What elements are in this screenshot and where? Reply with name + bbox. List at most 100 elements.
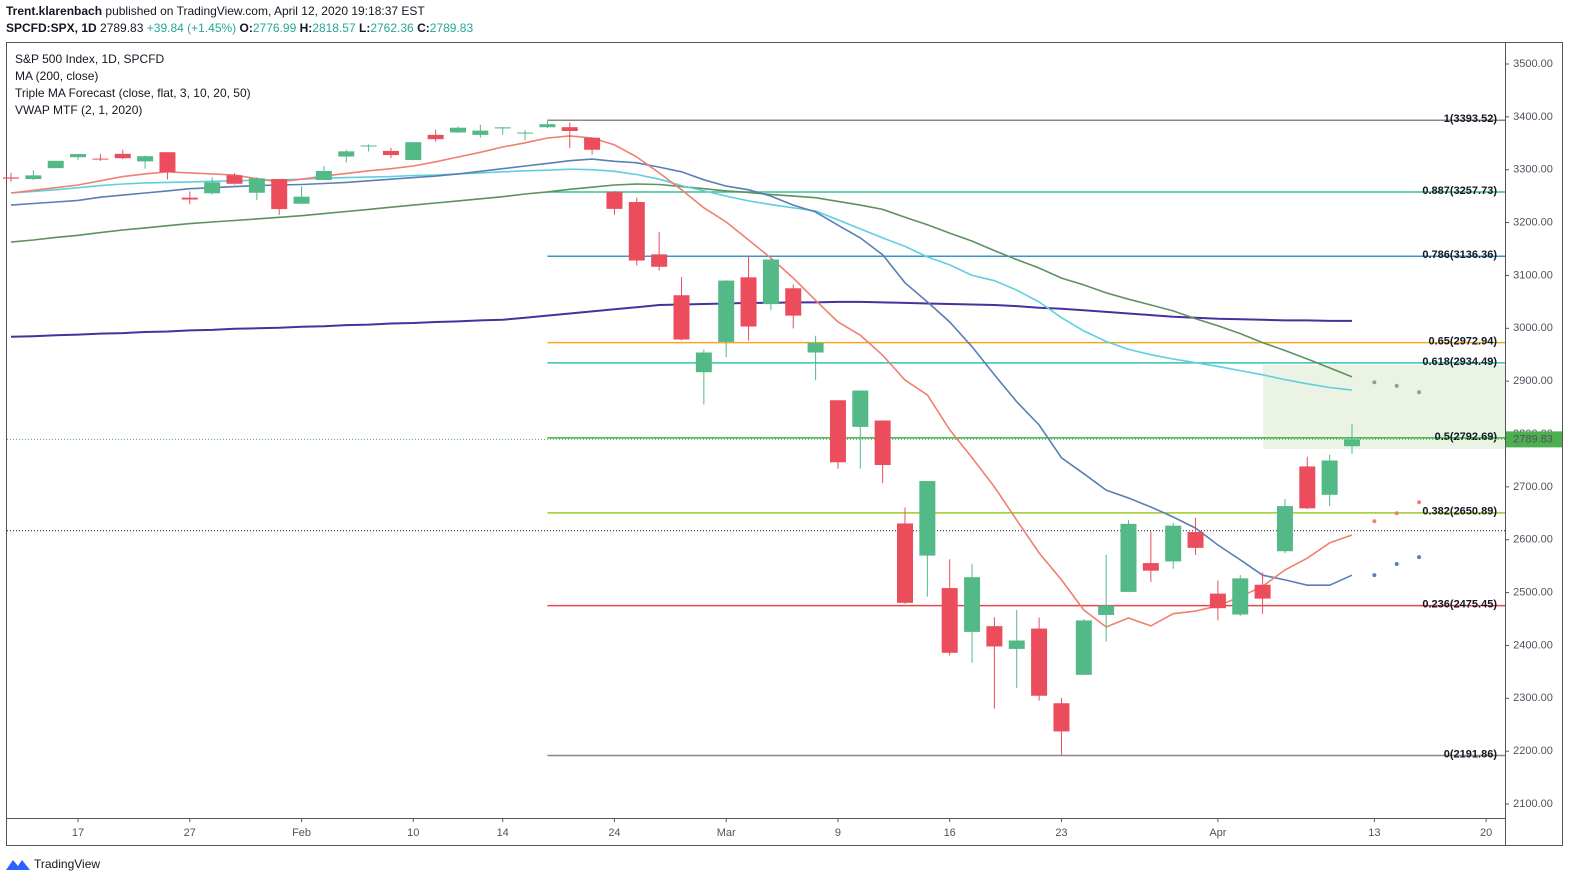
y-tick-label: 2700.00 (1513, 481, 1553, 493)
candle-body (181, 197, 198, 200)
fib-label: 0.887(3257.73) (1422, 185, 1497, 197)
forecast-dot (1394, 562, 1399, 567)
h-value: 2818.57 (312, 21, 356, 35)
fib-label: 0.5(2792.69) (1435, 431, 1498, 443)
y-tick-label: 3000.00 (1513, 322, 1553, 334)
candle-body (897, 523, 913, 603)
y-tick-label: 3400.00 (1513, 111, 1553, 123)
candle-body (807, 342, 824, 353)
header-line-1: Trent.klarenbach published on TradingVie… (6, 4, 425, 18)
x-tick-label: 14 (497, 827, 509, 839)
legend-entry: MA (200, close) (15, 69, 98, 83)
candle-body (248, 178, 265, 193)
x-tick-label: 24 (608, 827, 620, 839)
forecast-dot (1372, 380, 1377, 385)
indicator-line (10, 183, 1353, 378)
x-tick-label: 10 (407, 827, 419, 839)
legend-entry: VWAP MTF (2, 1, 2020) (15, 103, 142, 117)
candle-body (472, 130, 489, 135)
candle-body (740, 277, 757, 327)
x-tick-label: 20 (1480, 827, 1492, 839)
candle-body (92, 158, 109, 160)
forecast-dot (1372, 519, 1377, 524)
candle-body (1321, 460, 1338, 495)
y-tick-label: 2500.00 (1513, 587, 1553, 599)
logo-icon (6, 860, 30, 870)
candle-body (874, 420, 891, 466)
candle-body (338, 151, 355, 157)
candle-body (852, 390, 869, 427)
candle-body (628, 201, 645, 261)
fib-label: 1(3393.52) (1444, 113, 1498, 125)
l-label: L: (359, 21, 370, 35)
o-value: 2776.99 (253, 21, 297, 35)
y-tick-label: 3100.00 (1513, 269, 1553, 281)
candle-body (360, 145, 377, 147)
candle-body (964, 577, 981, 632)
y-tick-label: 2200.00 (1513, 745, 1553, 757)
x-tick-label: 9 (835, 827, 841, 839)
y-tick-label: 2100.00 (1513, 798, 1553, 810)
y-tick-label: 2300.00 (1513, 692, 1553, 704)
forecast-dot (1417, 500, 1422, 505)
candle-body (1232, 578, 1249, 615)
candle-body (829, 400, 846, 463)
candle-body (1098, 605, 1115, 615)
fib-label: 0.65(2972.94) (1429, 336, 1498, 348)
candle-body (137, 156, 154, 162)
candle-body (986, 626, 1003, 647)
last-price-label: 2789.83 (1513, 433, 1553, 445)
fib-label: 0.786(3136.36) (1422, 249, 1497, 261)
candle-body (47, 160, 64, 169)
candle-body (941, 588, 958, 653)
candle-body (70, 154, 87, 158)
header-line-2: SPCFD:SPX, 1D 2789.83 +39.84 (+1.45%) O:… (6, 21, 473, 35)
candle-body (718, 280, 735, 342)
last-price-box (1506, 431, 1562, 448)
y-tick-label: 2600.00 (1513, 534, 1553, 546)
candle-body (673, 295, 690, 340)
candle-body (405, 142, 422, 161)
candle-body (427, 134, 444, 140)
candle-body (584, 137, 601, 150)
candle-body (762, 259, 779, 305)
candle-body (1209, 593, 1226, 609)
forecast-box (1263, 365, 1505, 449)
legend-title: S&P 500 Index, 1D, SPCFD (15, 52, 165, 66)
candle-body (695, 352, 712, 373)
forecast-dot (1372, 573, 1377, 578)
x-tick-label: Mar (717, 827, 736, 839)
fib-label: 0.382(2650.89) (1422, 506, 1497, 518)
candle-body (25, 175, 42, 180)
published: published on TradingView.com, April 12, … (105, 4, 425, 18)
candle-body (785, 288, 802, 316)
symbol: SPCFD:SPX, 1D (6, 21, 97, 35)
candle-body (382, 150, 399, 156)
candle-body (1276, 506, 1293, 552)
forecast-dot (1394, 383, 1399, 388)
forecast-dot (1417, 390, 1422, 395)
x-tick-label: 27 (184, 827, 196, 839)
candle-body (1031, 628, 1048, 696)
candle-body (204, 182, 221, 194)
candle-body (1142, 563, 1159, 571)
candle-body (315, 170, 332, 180)
y-tick-label: 3200.00 (1513, 216, 1553, 228)
candle-body (1344, 439, 1360, 447)
plot: 1(3393.52) 0.887(3257.73) 0.786(3136.36) 0.… (3, 58, 1562, 839)
candle-body (517, 132, 534, 134)
indicator-line (10, 158, 1353, 586)
candle-body (606, 192, 623, 209)
last: 2789.83 (100, 21, 144, 35)
x-tick-label: 16 (944, 827, 956, 839)
x-tick-label: Feb (292, 827, 311, 839)
author: Trent.klarenbach (6, 4, 102, 18)
fib-label: 0.618(2934.49) (1422, 356, 1497, 368)
candle-body (1120, 523, 1137, 592)
forecast-dot (1417, 555, 1422, 560)
candle-body (651, 254, 668, 267)
change: +39.84 (+1.45%) (147, 21, 236, 35)
candle-body (1075, 620, 1092, 675)
